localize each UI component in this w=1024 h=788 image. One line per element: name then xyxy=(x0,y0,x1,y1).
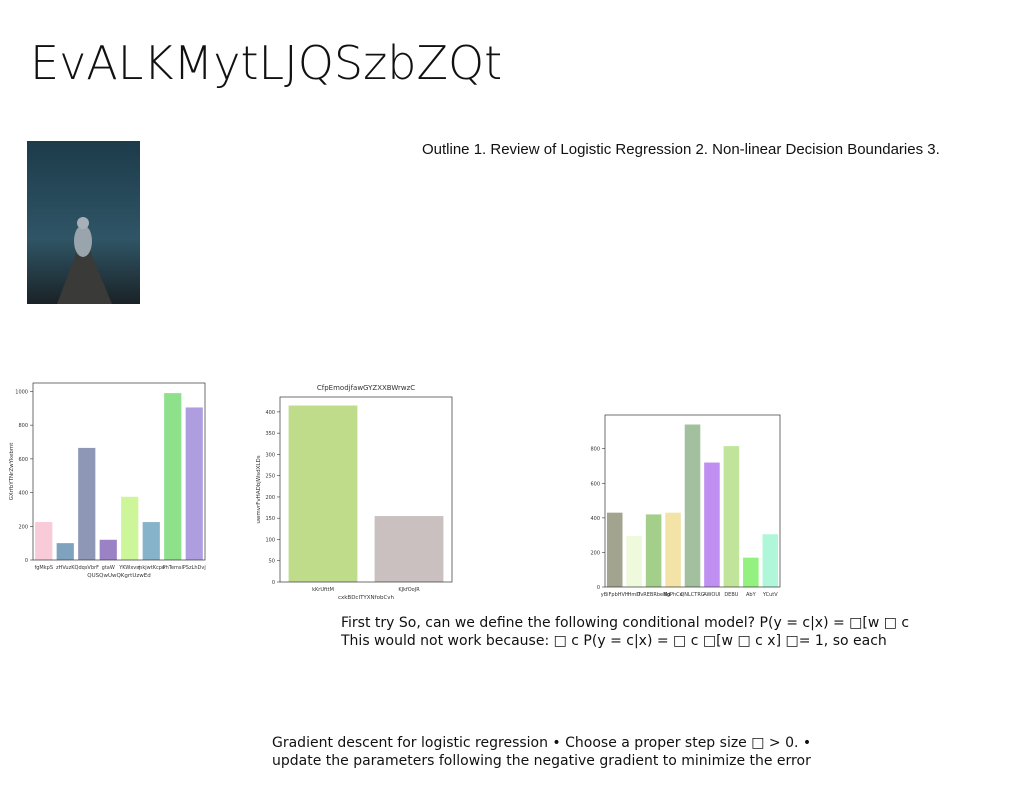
outline: Outline 1. Review of Logistic Regression… xyxy=(422,141,940,158)
y-tick-label: 200 xyxy=(18,524,28,530)
x-tick-label: AbY xyxy=(746,592,757,598)
bar xyxy=(743,557,759,587)
bar xyxy=(704,462,720,587)
bar xyxy=(606,512,623,587)
bar xyxy=(645,514,662,587)
y-tick-label: 200 xyxy=(590,550,600,556)
bar xyxy=(121,496,139,560)
plot-frame xyxy=(604,414,781,588)
x-tick-label: yBiFpbHVH xyxy=(601,592,629,598)
x-tick-label: KJkfOoJR xyxy=(398,587,420,593)
bar xyxy=(164,393,182,560)
x-tick-label: zHVuzK xyxy=(56,565,75,571)
line: This would not work because: □ c P(y = c… xyxy=(341,633,887,649)
x-tick-label: QdqsVbrF xyxy=(75,565,100,571)
y-tick-label: 200 xyxy=(265,495,275,501)
x-tick-label: PhTemsl xyxy=(163,565,183,571)
x-tick-label: YKWxvsj xyxy=(118,565,140,571)
line: update the parameters following the nega… xyxy=(272,753,811,769)
y-axis-label: GXrfbYTNrZwYkebmt xyxy=(9,442,15,501)
y-tick-label: 400 xyxy=(18,491,28,497)
y-tick-label: 600 xyxy=(18,457,28,463)
line: Gradient descent for logistic regression… xyxy=(272,735,812,751)
y-tick-label: 100 xyxy=(265,537,275,543)
bar xyxy=(723,446,740,587)
bar xyxy=(185,407,203,560)
paragraph: First try So, can we define the followin… xyxy=(341,614,909,650)
paragraph: Gradient descent for logistic regression… xyxy=(272,734,811,770)
y-tick-label: 0 xyxy=(272,580,275,586)
y-tick-label: 400 xyxy=(265,410,275,416)
x-axis-label: cxkBDcITYXNfobCvh xyxy=(338,595,395,601)
x-tick-label: UvREBRbeMd xyxy=(637,592,671,598)
x-tick-label: PSzLhDvj xyxy=(183,565,206,571)
y-tick-label: 0 xyxy=(597,585,600,591)
y-tick-label: 350 xyxy=(265,431,275,437)
bar xyxy=(288,405,358,582)
bar xyxy=(626,536,642,587)
bar xyxy=(142,522,160,560)
bar xyxy=(99,539,117,560)
y-tick-label: 800 xyxy=(18,423,28,429)
bar xyxy=(762,534,779,587)
x-tick-label: mkjwtKcpo xyxy=(138,565,165,571)
line: First try So, can we define the followin… xyxy=(341,615,910,631)
x-tick-label: HmlT xyxy=(628,592,642,598)
x-tick-label: QNLCTRG xyxy=(680,592,704,598)
bar xyxy=(35,522,53,560)
y-tick-label: 150 xyxy=(265,516,275,522)
bar xyxy=(56,543,74,560)
x-tick-label: YCutV xyxy=(762,592,778,598)
y-tick-label: 1000 xyxy=(15,389,28,395)
x-tick-label: DEBU xyxy=(724,592,738,598)
x-tick-label: kKrUfttM xyxy=(312,587,334,593)
chart-title: CfpEmodjfawGYZXXBWrwzC xyxy=(317,384,415,392)
photo xyxy=(27,141,140,304)
y-tick-label: 600 xyxy=(590,481,600,487)
bar xyxy=(684,424,701,587)
bar xyxy=(665,512,681,587)
plot-frame xyxy=(279,396,453,583)
plot-frame xyxy=(32,382,206,561)
slide-title: EvALKMytLJQSzbZQt xyxy=(30,36,503,90)
y-tick-label: 300 xyxy=(265,452,275,458)
y-tick-label: 0 xyxy=(25,558,28,564)
y-tick-label: 50 xyxy=(269,559,275,565)
x-tick-label: AWOUI xyxy=(703,592,720,598)
y-tick-label: 250 xyxy=(265,474,275,480)
bar xyxy=(374,516,444,582)
x-axis-label: QUSQwUwQKgrtUzwEd xyxy=(87,573,150,579)
x-tick-label: gtaW xyxy=(102,565,115,571)
y-tick-label: 400 xyxy=(590,516,600,522)
y-tick-label: 800 xyxy=(590,447,600,453)
y-axis-label: uwmvrFvHADbjWsdXLDs xyxy=(256,455,262,523)
x-tick-label: BgPhCe xyxy=(663,592,682,598)
bar xyxy=(78,447,96,560)
x-tick-label: fgMkpS xyxy=(35,565,54,571)
